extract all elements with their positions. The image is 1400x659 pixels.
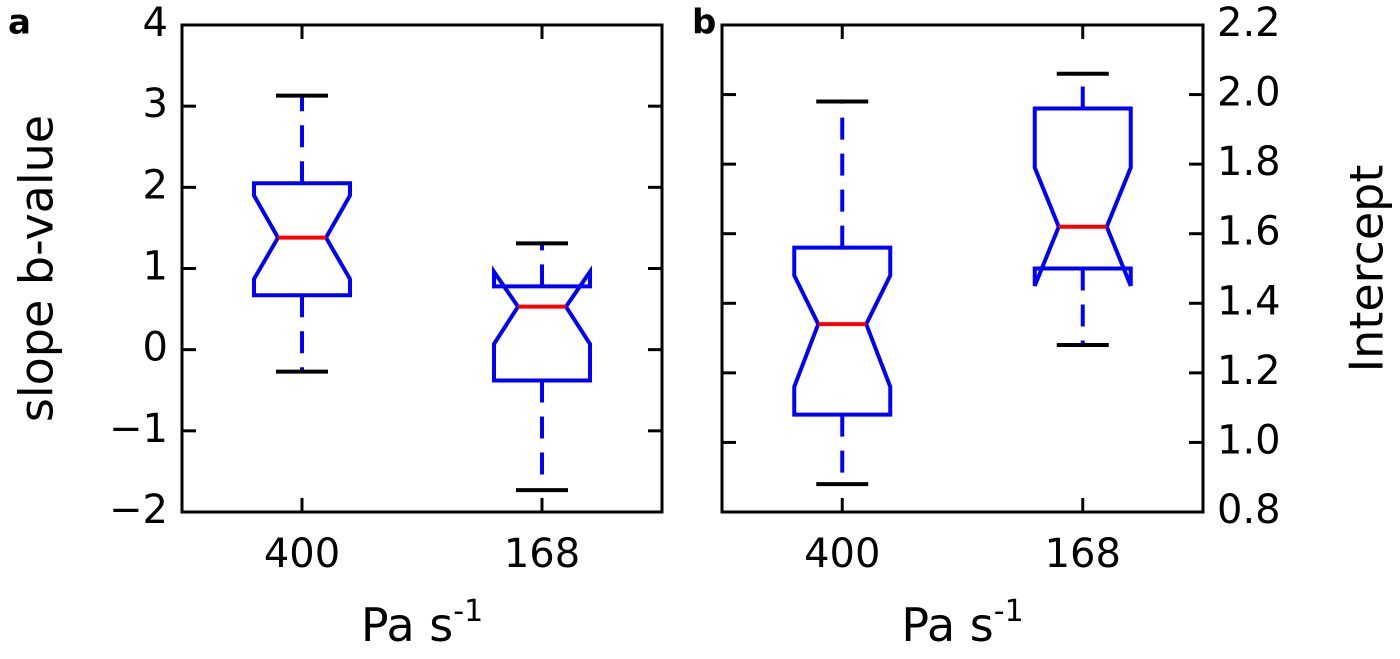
box: [492, 265, 592, 383]
x-axis-label: Pa s-1: [901, 594, 1023, 652]
x-axis-label-text: Pa s: [901, 598, 993, 652]
x-tick-label: 168: [504, 531, 580, 577]
y-tick-label: 2: [143, 162, 168, 208]
y-tick-label: 1.6: [1217, 209, 1281, 255]
x-tick-label: 400: [264, 531, 340, 577]
y-tick-label: 1.4: [1217, 278, 1281, 324]
y-tick-label: 1.8: [1217, 139, 1281, 185]
box: [252, 181, 352, 298]
y-tick-label: 2.0: [1217, 70, 1281, 116]
y-tick-label: 1: [143, 244, 168, 290]
x-axis-label: Pa s-1: [361, 594, 483, 652]
y-axis-label: slope b-value: [10, 115, 64, 422]
y-tick-label: −2: [109, 487, 168, 533]
x-axis-label-superscript: -1: [994, 594, 1024, 629]
y-tick-label: 3: [143, 81, 168, 127]
y-tick-label: 2.2: [1217, 0, 1281, 46]
box: [1032, 106, 1133, 287]
x-axis-label-superscript: -1: [453, 594, 483, 629]
y-tick-label: 1.2: [1217, 348, 1281, 394]
x-tick-label: 168: [1045, 531, 1121, 577]
x-tick-label: 400: [804, 531, 880, 577]
y-axis-label: Intercept: [1340, 165, 1394, 373]
y-tick-label: 0: [143, 325, 168, 371]
y-tick-label: −1: [109, 406, 168, 452]
panel-label: b: [692, 3, 716, 43]
y-tick-label: 1.0: [1217, 417, 1281, 463]
panel-label: a: [8, 3, 31, 43]
y-tick-label: 0.8: [1217, 487, 1281, 533]
box: [792, 245, 893, 417]
x-axis-label-text: Pa s: [361, 598, 453, 652]
y-tick-label: 4: [143, 0, 168, 46]
axes-frame: [720, 23, 1205, 514]
